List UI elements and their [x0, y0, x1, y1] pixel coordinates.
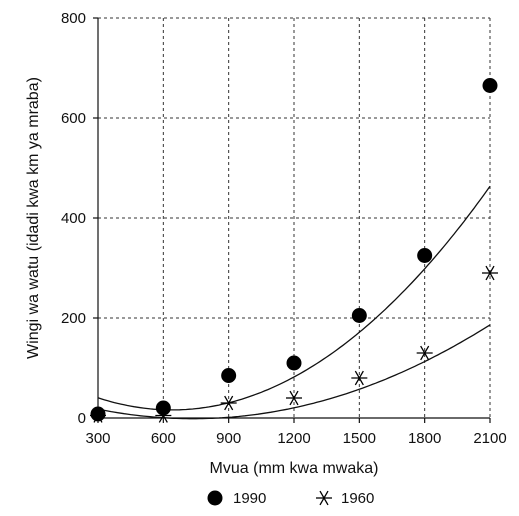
legend-symbol-1990	[207, 490, 223, 506]
x-tick-label: 900	[216, 430, 241, 447]
data-point-1990	[351, 308, 367, 323]
trend-curve-1960	[97, 324, 491, 420]
data-point-1960-stroke	[420, 345, 430, 361]
tick-labels: 300 600 900 1200 1500 1800 2100 0 200 400 600 800	[61, 10, 507, 447]
x-tick-label: 1800	[408, 430, 441, 447]
data-point-1960	[220, 395, 237, 411]
data-point-1960-stroke	[224, 395, 234, 411]
y-tick-label: 200	[61, 310, 86, 327]
legend-marker-1960	[316, 490, 332, 506]
data-point-1960	[90, 408, 106, 423]
data-point-1960-stroke	[485, 265, 495, 281]
data-point-1960	[286, 390, 302, 406]
x-tick-label: 1500	[343, 430, 376, 447]
data-point-1990	[155, 400, 171, 416]
y-tick-label: 400	[61, 210, 86, 227]
data-point-1990	[90, 406, 106, 422]
y-tick-label: 800	[61, 10, 86, 27]
x-tick-label: 2100	[473, 430, 506, 447]
data-point-1960	[482, 265, 498, 281]
data-point-1960-stroke	[93, 408, 103, 423]
data-point-1990	[417, 248, 433, 263]
legend-label-1960: 1960	[341, 490, 374, 507]
x-axis-label: Mvua (mm kwa mwaka)	[210, 460, 379, 477]
y-axis-label: Wingi wa watu (idadi kwa km ya mraba)	[25, 77, 42, 359]
legend-marker-1990	[207, 490, 223, 506]
x-tick-label: 1200	[277, 430, 310, 447]
data-point-1990	[221, 368, 237, 383]
y-tick-label: 0	[78, 410, 86, 427]
legend-symbol-1960-stroke	[319, 490, 329, 506]
legend: 1990 1960	[207, 490, 374, 507]
x-tick-label: 300	[85, 430, 110, 447]
data-point-1960-stroke	[354, 370, 364, 386]
data-point-1990	[286, 355, 302, 371]
data-point-1960-stroke	[158, 408, 168, 423]
data-point-1960	[351, 370, 368, 386]
legend-symbol-1960	[316, 490, 332, 506]
y-tick-label: 600	[61, 110, 86, 127]
legend-label-1990: 1990	[233, 490, 266, 507]
x-tick-label: 600	[151, 430, 176, 447]
trend-curve-1990	[97, 185, 491, 411]
grid-lines	[98, 17, 491, 418]
data-point-1960	[416, 345, 433, 361]
data-points	[90, 78, 498, 423]
data-point-1960-stroke	[289, 390, 299, 406]
data-point-1960	[155, 408, 172, 423]
data-point-1990	[482, 78, 498, 93]
